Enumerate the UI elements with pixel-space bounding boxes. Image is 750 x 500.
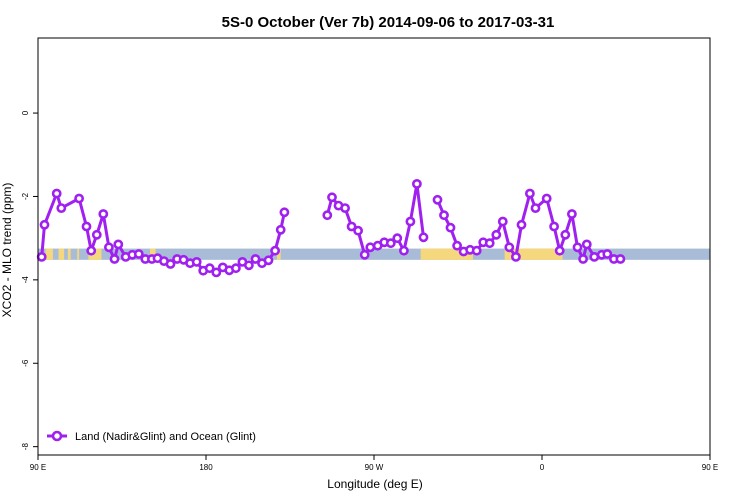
data-point-2-0 bbox=[432, 194, 443, 205]
data-point-2-2 bbox=[445, 222, 456, 233]
data-point-2-13 bbox=[516, 219, 527, 230]
x-axis-label: Longitude (deg E) bbox=[327, 477, 422, 491]
data-point-1-15 bbox=[418, 232, 429, 243]
data-point-0-29 bbox=[230, 263, 241, 274]
data-point-0-9 bbox=[104, 242, 114, 253]
y-tick-label-0: 0 bbox=[21, 110, 30, 115]
land-segment-7 bbox=[420, 248, 473, 260]
data-point-2-11 bbox=[504, 242, 515, 253]
data-point-1-1 bbox=[327, 192, 337, 203]
y-tick-label-3: -6 bbox=[21, 359, 30, 367]
data-point-2-22 bbox=[578, 254, 588, 264]
land-segment-3 bbox=[77, 248, 80, 260]
data-point-1-12 bbox=[398, 245, 409, 256]
data-point-0-11 bbox=[113, 239, 124, 250]
data-point-0-23 bbox=[191, 256, 202, 267]
data-point-0-19 bbox=[165, 259, 176, 269]
data-point-2-9 bbox=[491, 229, 502, 240]
data-point-0-32 bbox=[250, 254, 261, 264]
data-point-0-31 bbox=[243, 260, 254, 271]
data-point-0-3 bbox=[56, 203, 67, 213]
data-point-0-26 bbox=[211, 267, 222, 278]
data-point-2-12 bbox=[511, 251, 521, 262]
land-segment-1 bbox=[58, 248, 65, 260]
data-point-0-35 bbox=[270, 245, 280, 256]
land-segment-2 bbox=[67, 248, 71, 260]
y-axis: 0 -2 -4 -6 -8 bbox=[21, 110, 38, 450]
data-point-2-23 bbox=[581, 239, 592, 250]
data-point-2-21 bbox=[572, 242, 583, 253]
data-point-1-13 bbox=[405, 216, 416, 227]
data-point-1-7 bbox=[365, 242, 376, 253]
ocean-band bbox=[38, 248, 710, 260]
data-point-0-5 bbox=[81, 221, 92, 232]
data-point-0-34 bbox=[263, 255, 274, 266]
y-axis-label: XCO2 - MLO trend (ppm) bbox=[0, 183, 14, 318]
legend-entry-label: Land (Nadir&Glint) and Ocean (Glint) bbox=[75, 431, 256, 443]
data-point-0-1 bbox=[39, 219, 50, 230]
land-segment-0 bbox=[45, 248, 53, 260]
data-point-2-8 bbox=[484, 238, 495, 249]
data-point-0-7 bbox=[91, 229, 102, 240]
data-point-2-18 bbox=[554, 245, 565, 256]
legend: Land (Nadir&Glint) and Ocean (Glint) bbox=[47, 430, 256, 443]
data-point-0-36 bbox=[275, 224, 286, 235]
data-point-2-16 bbox=[541, 193, 552, 204]
data-point-1-4 bbox=[346, 221, 357, 232]
data-point-0-6 bbox=[86, 245, 97, 256]
legend-marker-swatch bbox=[51, 430, 63, 442]
data-point-1-5 bbox=[353, 225, 363, 236]
x-tick-label-0: 90 E bbox=[30, 463, 46, 472]
y-tick-label-2: -4 bbox=[21, 276, 30, 284]
data-point-0-37 bbox=[279, 207, 290, 218]
data-point-1-14 bbox=[411, 178, 422, 189]
data-point-0-0 bbox=[36, 251, 47, 262]
data-point-0-10 bbox=[109, 254, 120, 264]
data-point-2-10 bbox=[497, 216, 508, 227]
data-point-0-2 bbox=[51, 188, 62, 199]
data-point-2-28 bbox=[615, 254, 626, 264]
data-point-1-0 bbox=[322, 210, 333, 221]
data-point-0-25 bbox=[204, 263, 215, 274]
data-point-1-6 bbox=[359, 249, 370, 260]
series-layer bbox=[36, 178, 626, 278]
data-point-2-26 bbox=[602, 249, 613, 259]
data-point-2-3 bbox=[452, 240, 462, 251]
y-tick-label-4: -8 bbox=[21, 443, 30, 451]
land-segment-6 bbox=[276, 248, 281, 260]
y-tick-label-1: -2 bbox=[21, 192, 30, 200]
data-point-0-8 bbox=[98, 209, 109, 219]
x-tick-label-3: 0 bbox=[540, 463, 545, 472]
data-point-1-10 bbox=[385, 238, 396, 249]
data-point-0-14 bbox=[133, 249, 144, 259]
x-tick-label-4: 90 E bbox=[702, 463, 718, 472]
data-point-0-4 bbox=[74, 193, 84, 204]
x-axis: 90 E 180 90 W 0 90 E bbox=[30, 455, 718, 472]
data-point-2-14 bbox=[525, 188, 535, 199]
x-tick-label-1: 180 bbox=[199, 463, 213, 472]
land-segment-8 bbox=[504, 248, 563, 260]
data-point-2-15 bbox=[530, 203, 541, 213]
data-point-2-20 bbox=[567, 209, 577, 219]
data-point-1-11 bbox=[392, 233, 403, 244]
data-point-2-19 bbox=[560, 229, 571, 240]
data-point-2-1 bbox=[439, 210, 449, 221]
data-point-1-3 bbox=[340, 203, 350, 213]
data-point-2-17 bbox=[549, 221, 559, 232]
x-tick-label-2: 90 W bbox=[365, 463, 384, 472]
data-point-2-6 bbox=[471, 245, 482, 256]
land-segment-4 bbox=[88, 248, 102, 260]
chart-title: 5S-0 October (Ver 7b) 2014-09-06 to 2017… bbox=[222, 14, 555, 31]
